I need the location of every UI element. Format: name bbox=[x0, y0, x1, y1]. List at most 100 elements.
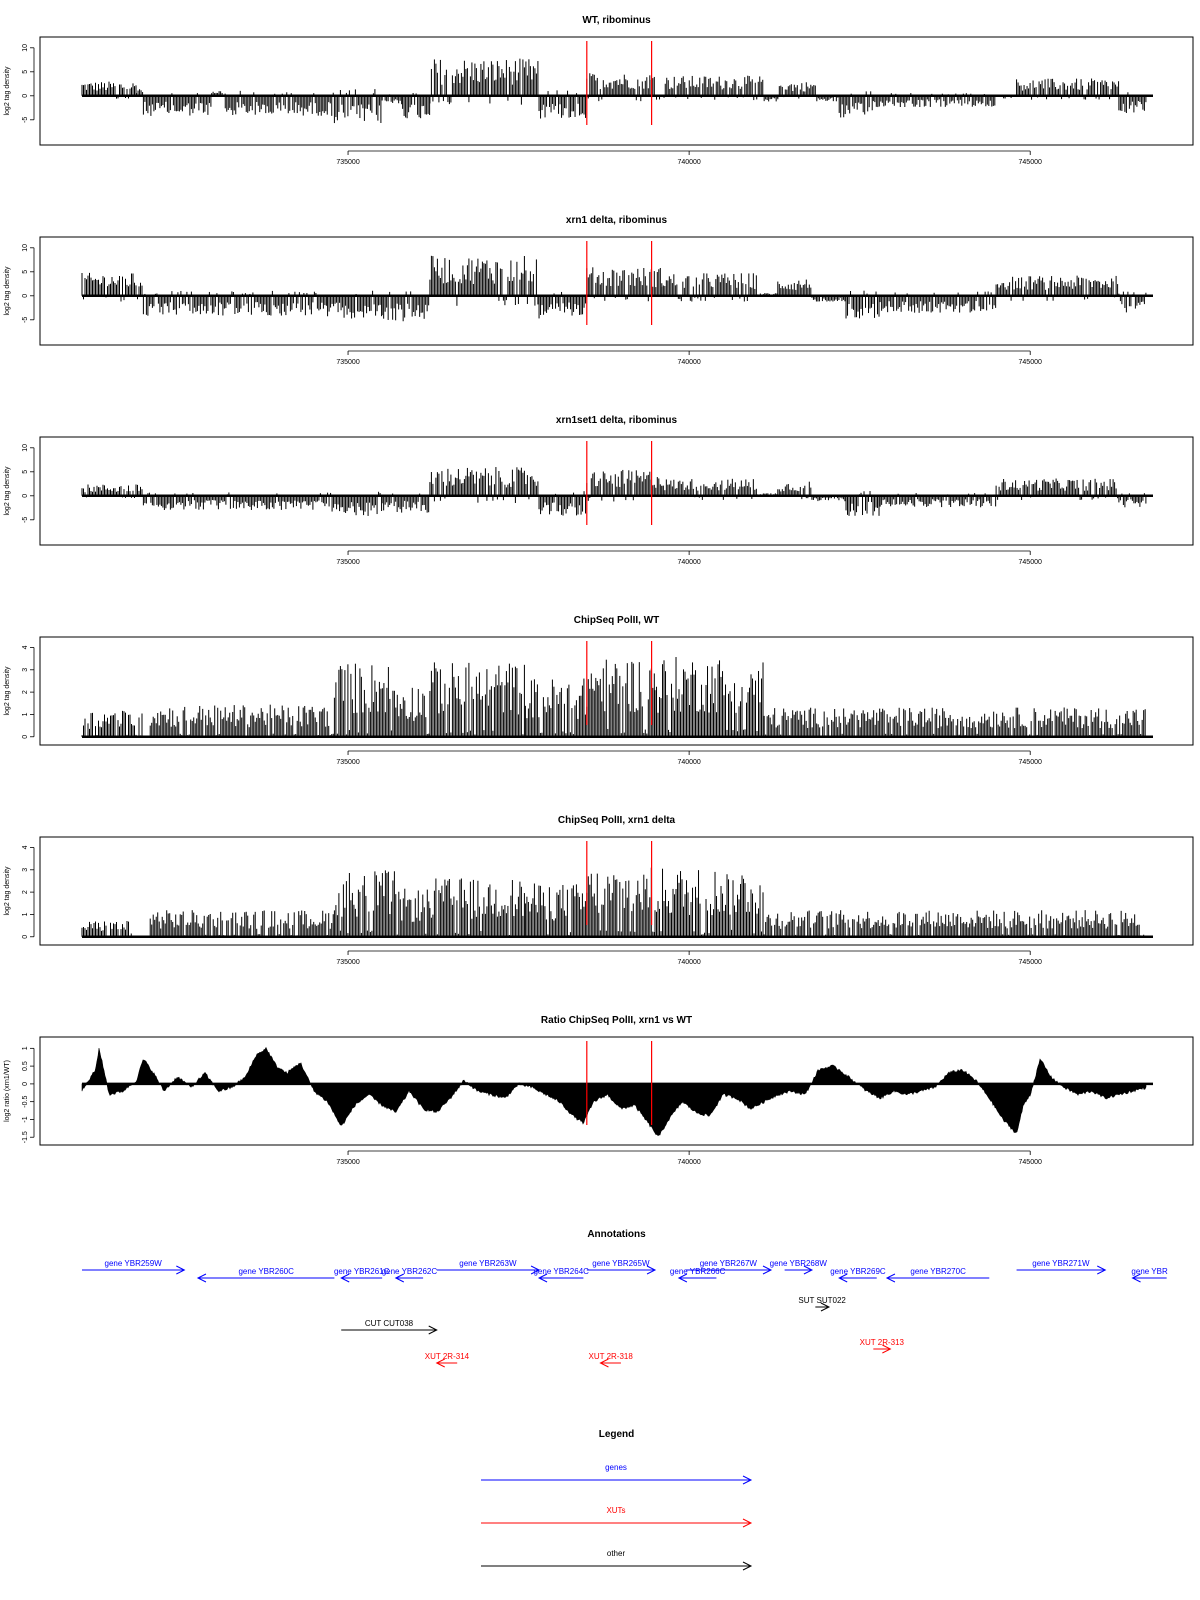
feature-label: gene YBR269C bbox=[830, 1267, 886, 1276]
y-tick-label: -5 bbox=[22, 517, 29, 523]
bar-segment bbox=[429, 467, 539, 503]
ratio-area bbox=[81, 1046, 1147, 1137]
bar-segment bbox=[429, 662, 525, 737]
feature-gene: gene YBR265W bbox=[586, 1259, 657, 1275]
feature-arrow bbox=[885, 1273, 990, 1283]
y-tick-label: 1 bbox=[22, 912, 29, 916]
bar-segment bbox=[763, 707, 1146, 737]
feature-label: gene YBR270C bbox=[910, 1267, 966, 1276]
y-tick-label: 5 bbox=[22, 70, 29, 74]
bar-segment bbox=[524, 678, 586, 737]
feature-arrow bbox=[784, 1265, 814, 1275]
x-tick-label: 740000 bbox=[677, 1159, 700, 1166]
plot-frame bbox=[39, 436, 1194, 546]
bar-segment bbox=[586, 867, 655, 937]
bar-segment bbox=[845, 491, 880, 516]
legend-arrow bbox=[481, 1475, 753, 1485]
arrow-head bbox=[428, 1325, 438, 1335]
arrow-head bbox=[742, 1561, 753, 1571]
y-tick-label: 0 bbox=[22, 494, 29, 498]
arrow-head bbox=[599, 1358, 609, 1368]
y-tick-label: 0 bbox=[22, 94, 29, 98]
legend-arrow bbox=[481, 1561, 753, 1571]
x-tick-label: 735000 bbox=[336, 359, 359, 366]
panel-title: Ratio ChipSeq PolII, xrn1 vs WT bbox=[541, 1015, 692, 1026]
track-panel-4: ChipSeq PolII, WT 0 1 2 3 4 log2 tag density 73… bbox=[4, 615, 1194, 766]
feature-gene: gene YBR266C bbox=[670, 1267, 726, 1283]
y-tick-label: 0 bbox=[22, 294, 29, 298]
bar-segment bbox=[538, 491, 587, 516]
feature-arrow bbox=[196, 1273, 335, 1283]
bar-segment bbox=[429, 878, 525, 937]
feature-gene: gene YBR268W bbox=[770, 1259, 827, 1275]
feature-label: XUT 2R-318 bbox=[589, 1352, 634, 1361]
track-panel-1: WT, ribominus -5 0 5 10 log2 tag density 73500… bbox=[4, 15, 1194, 166]
bar-segment bbox=[81, 710, 143, 737]
legend-arrow bbox=[481, 1518, 753, 1528]
x-tick-label: 740000 bbox=[677, 559, 700, 566]
y-tick-label: 5 bbox=[22, 470, 29, 474]
legend-label: other bbox=[607, 1549, 626, 1558]
x-tick-label: 735000 bbox=[336, 759, 359, 766]
bar-segment bbox=[763, 910, 1146, 937]
feature-arrow bbox=[341, 1325, 438, 1335]
panel-title: xrn1 delta, ribominus bbox=[566, 215, 668, 226]
bar-segment bbox=[224, 90, 334, 116]
bar-segment bbox=[538, 291, 587, 319]
feature-xut: XUT 2R-318 bbox=[589, 1352, 634, 1368]
y-tick-label: 0 bbox=[22, 1082, 29, 1086]
y-axis-label: log2 tag density bbox=[4, 866, 11, 916]
feature-gene: gene YBR262C bbox=[382, 1267, 437, 1283]
y-tick-label: 1 bbox=[22, 712, 29, 716]
y-tick-label: 10 bbox=[22, 444, 29, 452]
x-tick-label: 740000 bbox=[677, 759, 700, 766]
bar-segment bbox=[81, 272, 143, 302]
plot-frame bbox=[39, 36, 1194, 146]
bar-segment bbox=[142, 290, 327, 316]
bar-segment bbox=[661, 273, 757, 302]
bar-series bbox=[81, 255, 1147, 322]
feature-gene: gene YBR bbox=[1131, 1267, 1168, 1283]
arrow-head bbox=[394, 1273, 405, 1283]
bar-segment bbox=[538, 90, 587, 119]
feature-label: gene YBR260C bbox=[238, 1267, 294, 1276]
y-tick-label: -1.5 bbox=[22, 1131, 29, 1143]
plot-frame bbox=[39, 636, 1194, 746]
panel-title: ChipSeq PolII, WT bbox=[574, 615, 660, 626]
feature-xut: XUT 2R-313 bbox=[860, 1338, 905, 1354]
y-tick-label: -5 bbox=[22, 317, 29, 323]
y-tick-label: 4 bbox=[22, 645, 29, 649]
y-tick-label: -0.5 bbox=[22, 1096, 29, 1108]
annotation-track: Annotations gene YBR259W gene YBR260C gene … bbox=[82, 1229, 1168, 1368]
x-tick-label: 745000 bbox=[1019, 1159, 1042, 1166]
x-tick-label: 745000 bbox=[1019, 359, 1042, 366]
bar-segment bbox=[654, 868, 764, 937]
arrow-head bbox=[803, 1265, 814, 1275]
track-panel-2: xrn1 delta, ribominus -5 0 5 10 log2 tag dens… bbox=[4, 215, 1194, 366]
feature-arrow bbox=[394, 1273, 424, 1283]
feature-label: gene YBR265W bbox=[592, 1259, 650, 1268]
feature-arrow bbox=[537, 1273, 584, 1283]
arrow-head bbox=[176, 1265, 186, 1275]
feature-label: SUT SUT022 bbox=[798, 1296, 846, 1305]
feature-arrow bbox=[599, 1358, 621, 1368]
feature-gene: gene YBR260C bbox=[196, 1267, 335, 1283]
y-axis-label: log2 tag density bbox=[4, 66, 11, 116]
bar-segment bbox=[524, 883, 586, 937]
arrow-head bbox=[435, 1358, 445, 1368]
bar-series bbox=[81, 467, 1147, 516]
y-tick-label: 5 bbox=[22, 270, 29, 274]
arrow-head bbox=[530, 1265, 541, 1275]
feature-label: gene YBR263W bbox=[459, 1259, 517, 1268]
bar-segment bbox=[429, 58, 539, 105]
arrow-head bbox=[885, 1273, 896, 1283]
y-tick-label: 3 bbox=[22, 668, 29, 672]
x-tick-label: 745000 bbox=[1019, 759, 1042, 766]
feature-gene: gene YBR270C bbox=[885, 1267, 990, 1283]
feature-arrow bbox=[838, 1273, 877, 1283]
y-tick-label: 3 bbox=[22, 868, 29, 872]
bar-segment bbox=[586, 267, 663, 302]
feature-label: gene YBR271W bbox=[1032, 1259, 1090, 1268]
arrow-head bbox=[742, 1518, 753, 1528]
